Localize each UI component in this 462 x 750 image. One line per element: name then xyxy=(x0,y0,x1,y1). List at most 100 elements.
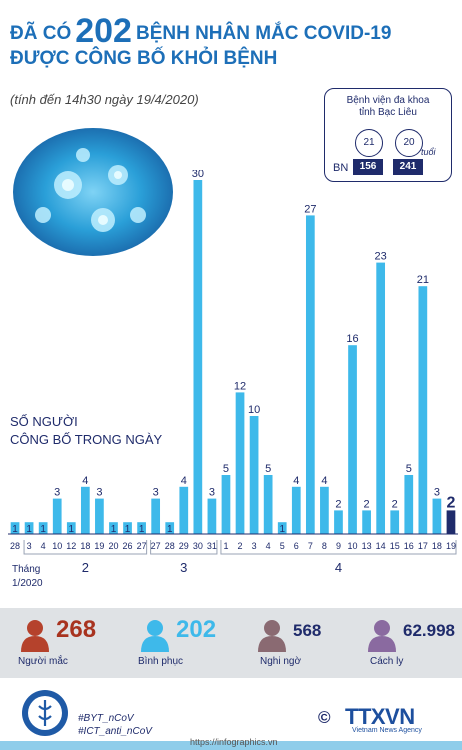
chart-bar xyxy=(179,486,189,534)
footer-band xyxy=(0,741,462,750)
bar-value-label: 1 xyxy=(12,524,18,535)
stats-bar: 268 Người mắc 202 Bình phục 568 Nghi ngờ 62… xyxy=(0,608,462,678)
patient-id: 241 xyxy=(393,159,423,175)
chart-bar xyxy=(109,522,118,534)
bar-value-label: 5 xyxy=(223,463,229,475)
x-tick-label: 28 xyxy=(10,541,20,551)
x-tick-label: 26 xyxy=(123,541,133,551)
chart-bar xyxy=(165,522,175,534)
x-tick-label: 3 xyxy=(252,541,257,551)
bar-value-label: 3 xyxy=(54,487,60,499)
x-tick-label: 17 xyxy=(418,541,428,551)
x-tick-label: 12 xyxy=(66,541,76,551)
chart-bar xyxy=(235,392,245,534)
patient-face-icon: 21 xyxy=(355,129,383,157)
bar-value-label: 1 xyxy=(69,524,75,535)
person-icon xyxy=(21,620,49,652)
bar-value-label: 1 xyxy=(279,524,285,535)
bar-value-label: 1 xyxy=(167,524,173,535)
age-unit: tuổi xyxy=(421,147,436,157)
stat-value: 202 xyxy=(176,616,217,643)
x-tick-label: 6 xyxy=(294,541,299,551)
person-icon xyxy=(368,620,396,652)
chart-bar xyxy=(95,498,104,534)
x-tick-label: 16 xyxy=(404,541,414,551)
source-url: https://infographics.vn xyxy=(190,737,278,747)
patient-id: 156 xyxy=(353,159,383,175)
page-title: ĐÃ CÓ 202 BỆNH NHÂN MẮC COVID-19 ĐƯỢC CÔNG… xyxy=(10,14,420,71)
chart-label: SỐ NGƯỜI CÔNG BỐ TRONG NGÀY xyxy=(10,413,162,449)
bar-value-label: 21 xyxy=(417,274,429,286)
month-bracket xyxy=(23,540,148,555)
chart-bar xyxy=(207,498,217,534)
brand-sub: Vietnam News Agency xyxy=(352,727,422,734)
bar-value-label: 3 xyxy=(96,487,102,499)
bar-value-label: 4 xyxy=(321,475,327,487)
bar-value-label: 2 xyxy=(447,494,456,511)
chart-bar xyxy=(291,486,301,534)
bar-value-label: 1 xyxy=(125,524,131,535)
bar-value-label: 2 xyxy=(335,498,341,510)
chart-bar xyxy=(418,286,428,534)
chart-label-line2: CÔNG BỐ TRONG NGÀY xyxy=(10,432,163,447)
x-tick-label: 1 xyxy=(223,541,228,551)
bar-value-label: 4 xyxy=(82,475,88,487)
chart-bar xyxy=(390,510,400,534)
title-number: 202 xyxy=(75,12,132,50)
chart-bar xyxy=(151,498,161,534)
chart-bar xyxy=(24,522,34,534)
bar-value-label: 27 xyxy=(304,203,316,215)
hashtag: #BYT_nCoV xyxy=(78,713,134,724)
month-label: 3 xyxy=(180,560,187,575)
brand-logo: TTXVN xyxy=(345,704,415,729)
bar-value-label: 1 xyxy=(40,524,46,535)
x-tick-label: 8 xyxy=(322,541,327,551)
chart-bar xyxy=(432,498,442,534)
hospital-title-line2: tỉnh Bạc Liêu xyxy=(359,107,417,118)
chart-bar xyxy=(66,522,76,534)
ministry-logo-icon xyxy=(22,690,68,736)
hashtag: #ICT_anti_nCoV xyxy=(78,726,152,737)
title-prefix: ĐÃ CÓ xyxy=(10,23,72,44)
copyright-icon: © xyxy=(318,708,331,727)
subtitle: (tính đến 14h30 ngày 19/4/2020) xyxy=(10,92,199,107)
x-tick-label: 4 xyxy=(41,541,46,551)
chart-bar xyxy=(277,522,287,534)
hospital-title: Bệnh viện đa khoa tỉnh Bạc Liêu xyxy=(325,95,451,119)
chart-bar xyxy=(362,510,371,534)
month-bracket xyxy=(150,540,218,555)
chart-bar xyxy=(348,345,357,534)
bar-value-label: 5 xyxy=(406,463,412,475)
bar-value-label: 1 xyxy=(139,524,145,535)
virus-illustration xyxy=(13,128,173,256)
title-line2: ĐƯỢC CÔNG BỐ KHỎI BỆNH xyxy=(10,48,278,69)
chart-bar xyxy=(10,522,20,534)
stat-label: Nghi ngờ xyxy=(260,656,302,667)
bar-value-label: 2 xyxy=(364,498,370,510)
x-tick-label: 18 xyxy=(80,541,90,551)
chart-bar xyxy=(193,180,203,534)
title-suffix: BỆNH NHÂN MẮC COVID-19 xyxy=(135,23,392,44)
person-icon xyxy=(141,620,169,652)
footer xyxy=(0,680,462,750)
bar-value-label: 3 xyxy=(434,487,440,499)
bar-value-label: 3 xyxy=(153,487,159,499)
x-tick-label: 29 xyxy=(179,541,189,551)
bar-value-label: 16 xyxy=(346,333,358,345)
x-tick-label: 3 xyxy=(27,541,32,551)
stat-value: 62.998 xyxy=(403,621,455,640)
x-tick-label: 7 xyxy=(308,541,313,551)
chart-bar xyxy=(334,510,343,534)
chart-bar xyxy=(263,475,273,534)
chart-bar xyxy=(446,510,456,534)
stat-label: Bình phục xyxy=(138,656,184,667)
hospital-title-line1: Bệnh viện đa khoa xyxy=(346,95,430,106)
chart-label-line1: SỐ NGƯỜI xyxy=(10,414,78,429)
x-tick-label: 10 xyxy=(52,541,62,551)
chart-bar xyxy=(376,262,386,534)
x-tick-label: 27 xyxy=(151,541,161,551)
chart-bar xyxy=(123,522,132,534)
x-tick-label: 20 xyxy=(108,541,118,551)
bar-value-label: 12 xyxy=(234,380,246,392)
chart-bar xyxy=(320,486,329,534)
